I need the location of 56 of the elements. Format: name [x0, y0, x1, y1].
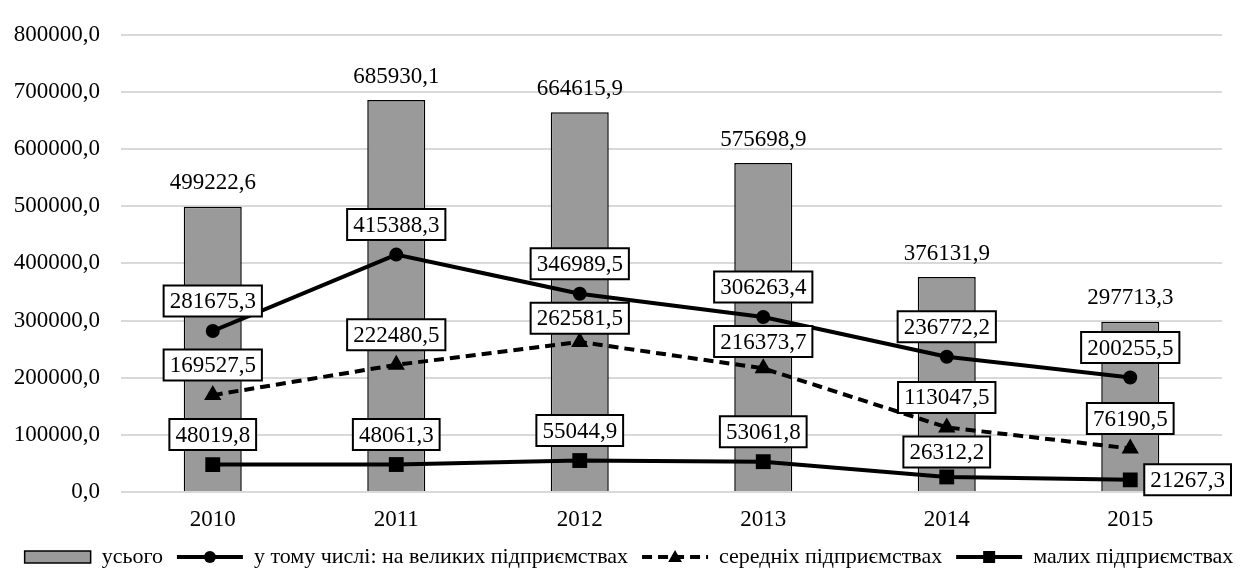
data-label: 499222,6: [169, 169, 256, 195]
legend-label: малих підприємствах: [1033, 542, 1234, 568]
data-label: 297713,3: [1087, 284, 1174, 310]
y-tick-label: 300000,0: [13, 306, 100, 332]
data-label: 685930,1: [353, 62, 440, 88]
point: [939, 469, 955, 485]
data-label: 76190,5: [1092, 405, 1168, 431]
point: [388, 457, 404, 472]
x-tick-label: 2015: [1107, 505, 1154, 531]
point: [939, 349, 954, 364]
point: [572, 286, 587, 301]
x-tick-label: 2014: [923, 505, 971, 531]
legend-label: усього: [101, 542, 163, 568]
legend-label: у тому числі: на великих підприємствах: [253, 542, 629, 568]
data-label: 664615,9: [536, 74, 623, 100]
x-tick-label: 2013: [740, 505, 787, 531]
y-tick-label: 500000,0: [13, 192, 100, 218]
data-label: 575698,9: [720, 125, 807, 151]
data-label: 236772,2: [903, 313, 990, 339]
data-label: 415388,3: [353, 211, 440, 237]
legend-label: середніх підприємствах: [719, 542, 943, 568]
data-label: 169527,5: [169, 352, 256, 378]
data-label: 21267,3: [1150, 466, 1225, 492]
y-tick-label: 400000,0: [13, 249, 100, 275]
data-label: 222480,5: [353, 321, 440, 347]
data-label: 376131,9: [903, 239, 990, 265]
data-label: 55044,9: [542, 417, 618, 443]
x-tick-label: 2011: [373, 505, 419, 531]
y-tick-label: 600000,0: [13, 135, 100, 161]
point: [205, 324, 220, 339]
data-label: 346989,5: [536, 250, 623, 276]
data-label: 53061,8: [725, 418, 801, 444]
data-label: 48061,3: [358, 421, 434, 447]
point: [572, 453, 588, 468]
point: [204, 385, 222, 401]
point: [205, 457, 221, 472]
data-label: 216373,7: [720, 328, 807, 354]
data-label: 200255,5: [1087, 334, 1174, 360]
point: [1122, 472, 1138, 488]
data-label: 306263,4: [720, 274, 807, 300]
data-label: 26312,2: [909, 438, 985, 464]
point: [389, 247, 404, 262]
y-tick-label: 200000,0: [13, 363, 100, 389]
point: [756, 309, 771, 324]
y-tick-label: 700000,0: [13, 78, 100, 103]
data-label: 113047,5: [904, 384, 990, 410]
data-label: 281675,3: [169, 288, 256, 314]
point: [755, 454, 771, 470]
data-label: 48019,8: [175, 421, 251, 447]
x-tick-label: 2010: [189, 505, 236, 531]
x-tick-label: 2012: [556, 505, 603, 531]
data-label: 262581,5: [536, 305, 623, 331]
y-tick-label: 800000,0: [13, 20, 100, 46]
y-tick-label: 0,0: [71, 478, 100, 504]
point: [1123, 370, 1138, 385]
y-tick-label: 100000,0: [13, 420, 100, 446]
